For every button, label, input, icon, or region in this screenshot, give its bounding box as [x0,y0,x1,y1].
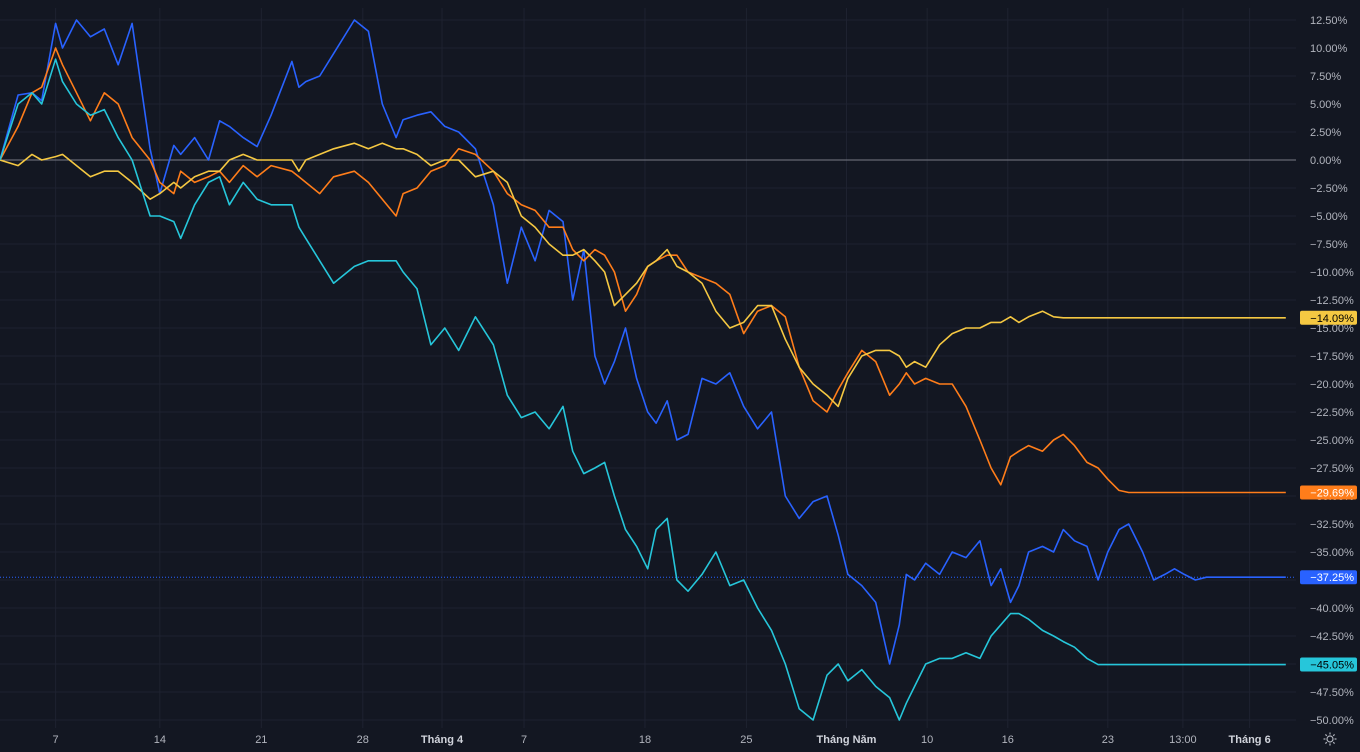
y-tick-label: 12.50% [1310,15,1348,27]
gear-icon[interactable] [1322,731,1338,747]
y-tick-label: −27.50% [1310,463,1354,475]
last-value-badge-4: −45.05% [1300,657,1357,672]
y-tick-label: −12.50% [1310,295,1354,307]
y-tick-label: 2.50% [1310,127,1341,139]
y-tick-label: −47.50% [1310,687,1354,699]
x-tick-label: 14 [154,734,166,746]
badge-bg [1300,485,1357,500]
y-tick-label: −35.00% [1310,547,1354,559]
x-tick-label: 16 [1002,734,1014,746]
y-tick-label: −50.00% [1310,715,1354,727]
y-tick-label: 10.00% [1310,43,1348,55]
badge-label: −29.69% [1310,488,1354,500]
y-tick-label: −42.50% [1310,631,1354,643]
x-tick-label: 21 [255,734,267,746]
last-value-badges: −37.25% −29.69% −14.09% −45.05% [1300,310,1357,672]
series-line-1[interactable] [0,19,1286,665]
badge-bg [1300,310,1357,325]
x-tick-label: 7 [53,734,59,746]
series-layer[interactable] [0,19,1286,721]
horizontal-gridlines [0,19,1296,721]
y-tick-label: −5.00% [1310,211,1348,223]
y-tick-label: −25.00% [1310,435,1354,447]
y-tick-label: 0.00% [1310,155,1341,167]
y-tick-label: −40.00% [1310,603,1354,615]
y-tick-label: −7.50% [1310,239,1348,251]
badge-bg [1300,657,1357,672]
last-value-badge-1: −37.25% [1300,570,1357,585]
x-tick-label: 18 [639,734,651,746]
badge-label: −14.09% [1310,313,1354,325]
x-tick-label: Tháng 4 [421,734,464,746]
y-tick-label: −17.50% [1310,351,1354,363]
y-tick-label: 7.50% [1310,71,1341,83]
y-tick-label: −10.00% [1310,267,1354,279]
series-line-4[interactable] [0,58,1286,721]
y-tick-label: −20.00% [1310,379,1354,391]
x-tick-label: Tháng Năm [817,734,877,746]
x-tick-label: 25 [740,734,752,746]
badge-label: −37.25% [1310,572,1354,584]
y-tick-label: −22.50% [1310,407,1354,419]
last-value-badge-3: −14.09% [1300,310,1357,325]
x-tick-label: 23 [1102,734,1114,746]
x-tick-label: 13:00 [1169,734,1197,746]
last-value-badge-2: −29.69% [1300,485,1357,500]
series-line-3[interactable] [0,142,1286,408]
y-tick-label: −15.00% [1310,323,1354,335]
y-tick-label: −2.50% [1310,183,1348,195]
y-tick-label: −32.50% [1310,519,1354,531]
x-tick-label: 7 [521,734,527,746]
y-tick-label: 5.00% [1310,99,1341,111]
x-tick-label: Tháng 6 [1229,734,1271,746]
x-tick-label: 28 [357,734,369,746]
badge-label: −45.05% [1310,660,1354,672]
series-line-2[interactable] [0,47,1286,494]
x-axis[interactable]: 7 14 21 28 Tháng 4 7 18 25 Tháng Năm 10 16 23 13:00 T… [53,734,1271,746]
badge-bg [1300,570,1357,585]
x-tick-label: 10 [921,734,933,746]
